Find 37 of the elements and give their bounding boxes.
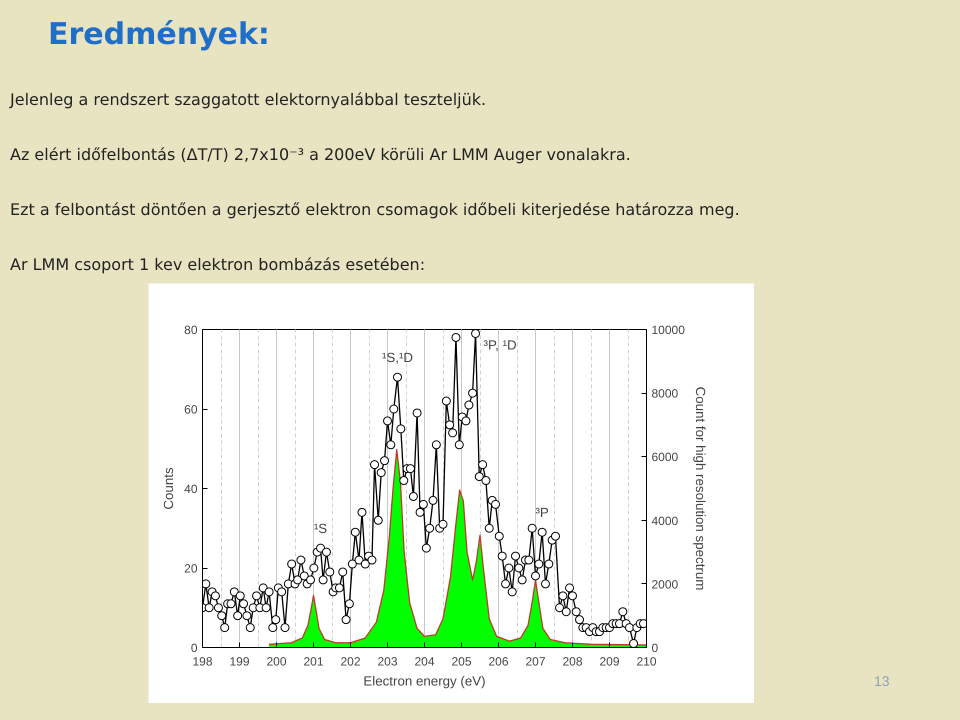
chart-title: Eredmények: (48, 16, 270, 54)
text: Jelenleg a rendszert szaggatott elektornyalábbal teszteljük. (10, 89, 486, 111)
x-tick-label: 198 (192, 654, 213, 668)
y-tick-label: 20 (184, 562, 198, 576)
y2-tick-label: 4000 (652, 514, 679, 528)
x-tick-label: 201 (303, 654, 324, 668)
y-tick-label: 60 (184, 402, 198, 416)
y-tick-label: 80 (184, 323, 198, 337)
y2-tick-label: 2000 (652, 577, 679, 592)
x-tick-label: 209 (599, 654, 620, 668)
x-tick-label: 203 (377, 654, 398, 668)
x-tick-label: 200 (266, 654, 287, 668)
text: Az elért időfelbontás (ΔT/T) 2,7x10⁻³ a 200eV körüli Ar LMM Auger vonalakra. (10, 144, 631, 166)
annotation: ³P, ¹D (484, 337, 517, 352)
x-tick-label: 206 (488, 654, 509, 668)
x-tick-label: 204 (414, 654, 435, 668)
y-axis-title: Counts (161, 467, 176, 510)
annotation: ³P (535, 505, 549, 520)
x-tick-label: 205 (451, 654, 472, 668)
text: 13 (874, 672, 890, 691)
y2-axis-title: Count for high resolution spectrum (692, 386, 708, 590)
text: Ar LMM csoport 1 kev elektron bombázás esetében: (10, 254, 426, 276)
x-axis-title: Electron energy (eV) (363, 674, 486, 688)
text: Ezt a felbontást döntően a gerjesztő elektron csomagok időbeli kiterjedése határozza meg. (10, 199, 740, 221)
annotation: ¹S (314, 521, 328, 536)
x-tick-label: 210 (636, 654, 657, 668)
y2-tick-label: 10000 (652, 323, 686, 337)
y2-tick-label: 8000 (652, 386, 679, 401)
y2-tick-label: 6000 (652, 450, 679, 464)
annotation: ¹S,¹D (382, 350, 414, 366)
y-tick-label: 0 (190, 641, 198, 655)
x-tick-label: 199 (229, 654, 250, 668)
x-tick-label: 202 (340, 654, 361, 668)
y2-tick-label: 0 (652, 641, 658, 655)
x-tick-label: 207 (525, 654, 546, 668)
x-tick-label: 208 (562, 654, 583, 668)
y-tick-label: 40 (184, 482, 198, 496)
